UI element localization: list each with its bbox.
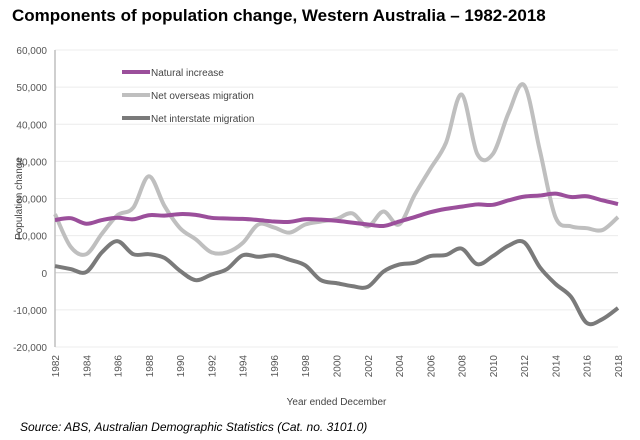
line-chart: -20,000 -10,000 0 10,000 20,000 30,000 40,000 5… [13, 46, 625, 408]
legend-label: Net interstate migration [151, 114, 254, 125]
x-tick-label: 1992 [207, 355, 218, 378]
series-line-natural-increase [54, 191, 619, 229]
x-tick-label: 2018 [614, 355, 625, 378]
y-tick-label: 20,000 [16, 195, 47, 206]
x-tick-label: 2008 [458, 355, 469, 378]
x-tick-label: 1986 [114, 355, 125, 378]
x-tick-label: 2004 [395, 355, 406, 378]
x-tick-label: 1984 [82, 355, 93, 378]
y-tick-label: 10,000 [16, 232, 47, 243]
y-tick-label: -20,000 [13, 343, 47, 354]
y-axis-label: Population change [14, 157, 25, 240]
legend-label: Natural increase [151, 68, 224, 79]
x-tick-label: 2012 [520, 355, 531, 378]
y-tick-label: 50,000 [16, 83, 47, 94]
legend-label: Net overseas migration [151, 91, 254, 102]
x-tick-label: 1988 [145, 355, 156, 378]
x-tick-label: 2002 [364, 355, 375, 378]
x-tick-label: 2016 [583, 355, 594, 378]
chart-title: Components of population change, Western… [12, 6, 546, 25]
series-line-net-interstate-migration [54, 239, 620, 327]
x-tick-label: 2014 [551, 355, 562, 378]
x-tick-label: 2010 [489, 355, 500, 378]
y-tick-label: 60,000 [16, 46, 47, 57]
x-tick-label: 1994 [239, 355, 250, 378]
x-tick-label: 2000 [333, 355, 344, 378]
y-tick-label: 40,000 [16, 120, 47, 131]
x-axis-label: Year ended December [287, 397, 387, 408]
source-note: Source: ABS, Australian Demographic Stat… [20, 420, 368, 434]
series-line-net-overseas-migration [53, 82, 620, 257]
x-tick-label: 1998 [301, 355, 312, 378]
x-tick-label: 1990 [176, 355, 187, 378]
x-tick-label: 1982 [51, 355, 62, 378]
y-tick-label: 0 [41, 269, 47, 280]
y-tick-label: -10,000 [13, 306, 47, 317]
x-tick-label: 1996 [270, 355, 281, 378]
y-tick-label: 30,000 [16, 157, 47, 168]
x-tick-label: 2006 [426, 355, 437, 378]
